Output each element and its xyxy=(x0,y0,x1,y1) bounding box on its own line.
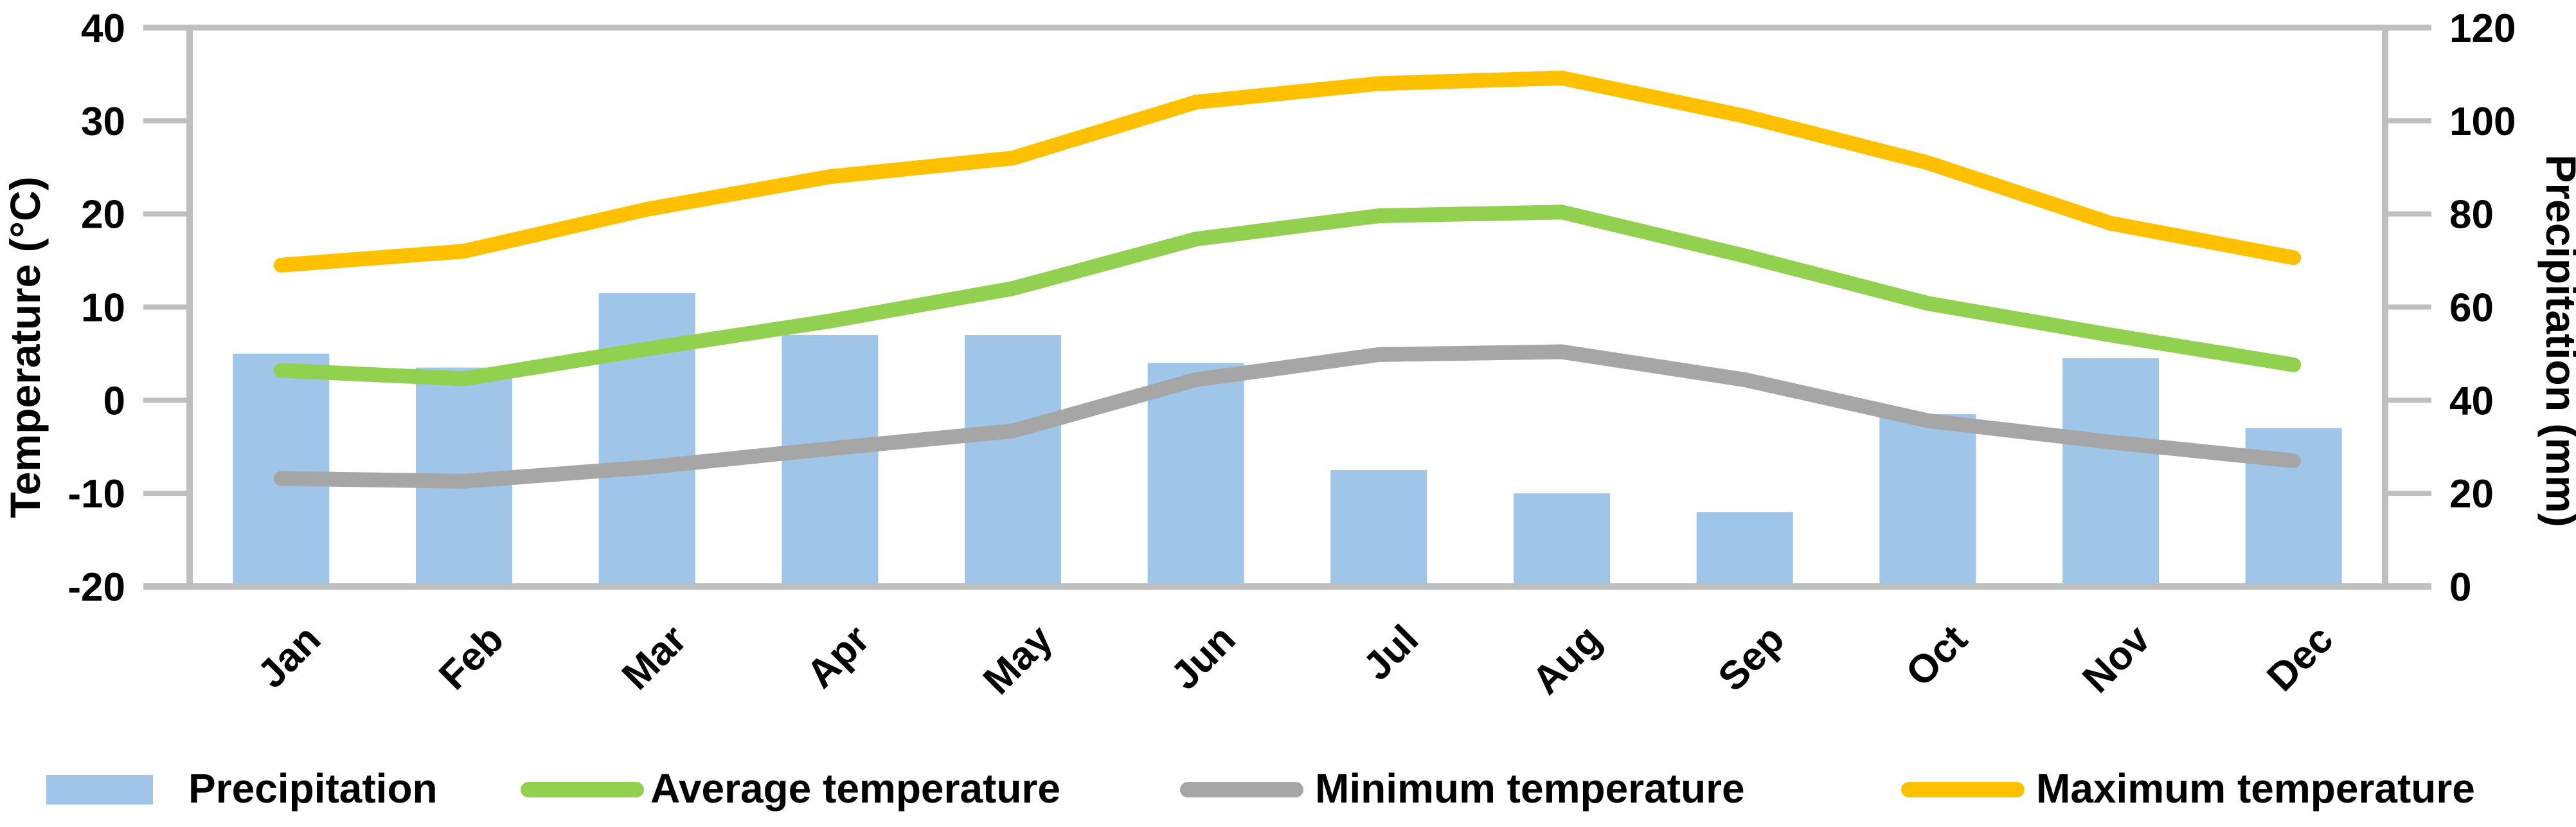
right-axis-title: Precipitation (mm) xyxy=(2537,154,2576,527)
month-label-May: May xyxy=(975,617,1061,703)
right-tick-label: 20 xyxy=(2449,472,2494,516)
bar-Nov xyxy=(2062,358,2159,586)
right-tick-label: 80 xyxy=(2449,193,2494,237)
month-label-Apr: Apr xyxy=(798,617,878,696)
month-label-Aug: Aug xyxy=(1524,617,1610,703)
left-tick-label: 20 xyxy=(81,193,125,237)
line-average-temperature xyxy=(273,204,2302,386)
line-maximum-temperature xyxy=(273,70,2302,273)
right-tick-label: 60 xyxy=(2449,286,2494,331)
left-tick-label: 30 xyxy=(81,100,125,144)
left-tick-label: 40 xyxy=(81,6,125,51)
legend-swatch-precipitation xyxy=(46,775,153,804)
month-label-Mar: Mar xyxy=(614,617,695,698)
legend-label-minimum-temperature: Minimum temperature xyxy=(1315,765,1745,812)
bar-Oct xyxy=(1879,414,1976,586)
legend: Precipitation Average temperature Minimu… xyxy=(46,765,2475,812)
left-tick-label: -20 xyxy=(67,565,125,610)
legend-label-precipitation: Precipitation xyxy=(188,765,438,812)
month-label-Oct: Oct xyxy=(1897,617,1976,695)
bar-Aug xyxy=(1514,493,1610,586)
month-label-Dec: Dec xyxy=(2258,617,2341,700)
bar-Jul xyxy=(1330,469,1427,586)
line-minimum-temperature xyxy=(273,344,2302,489)
bar-Jan xyxy=(233,353,330,586)
right-tick-label: 100 xyxy=(2449,100,2516,144)
temperature-lines xyxy=(273,70,2302,489)
month-labels-layer: Jan Feb Mar Apr May Jun Jul Aug Sep Oct Nov Dec xyxy=(249,617,2342,703)
month-label-Feb: Feb xyxy=(431,617,512,698)
right-tick-label: 120 xyxy=(2449,6,2516,51)
bar-Sep xyxy=(1696,512,1793,586)
legend-label-maximum-temperature: Maximum temperature xyxy=(2036,765,2475,812)
bar-Apr xyxy=(782,334,879,586)
bar-Jun xyxy=(1147,363,1244,586)
month-label-Jun: Jun xyxy=(1163,617,1244,698)
left-tick-label: 0 xyxy=(103,379,125,423)
right-tick-label: 0 xyxy=(2449,565,2471,610)
bar-May xyxy=(965,334,1061,586)
month-label-Nov: Nov xyxy=(2074,617,2159,702)
month-label-Jul: Jul xyxy=(1355,617,1427,689)
left-tick-label: -10 xyxy=(67,472,125,516)
axes-layer xyxy=(143,25,2431,590)
left-axis-title: Temperature (°C) xyxy=(1,176,49,518)
legend-label-average-temperature: Average temperature xyxy=(650,765,1060,812)
month-label-Sep: Sep xyxy=(1710,617,1793,700)
month-label-Jan: Jan xyxy=(249,617,329,696)
right-tick-label: 40 xyxy=(2449,379,2494,423)
left-tick-label: 10 xyxy=(81,286,125,331)
precipitation-bars xyxy=(233,293,2342,586)
